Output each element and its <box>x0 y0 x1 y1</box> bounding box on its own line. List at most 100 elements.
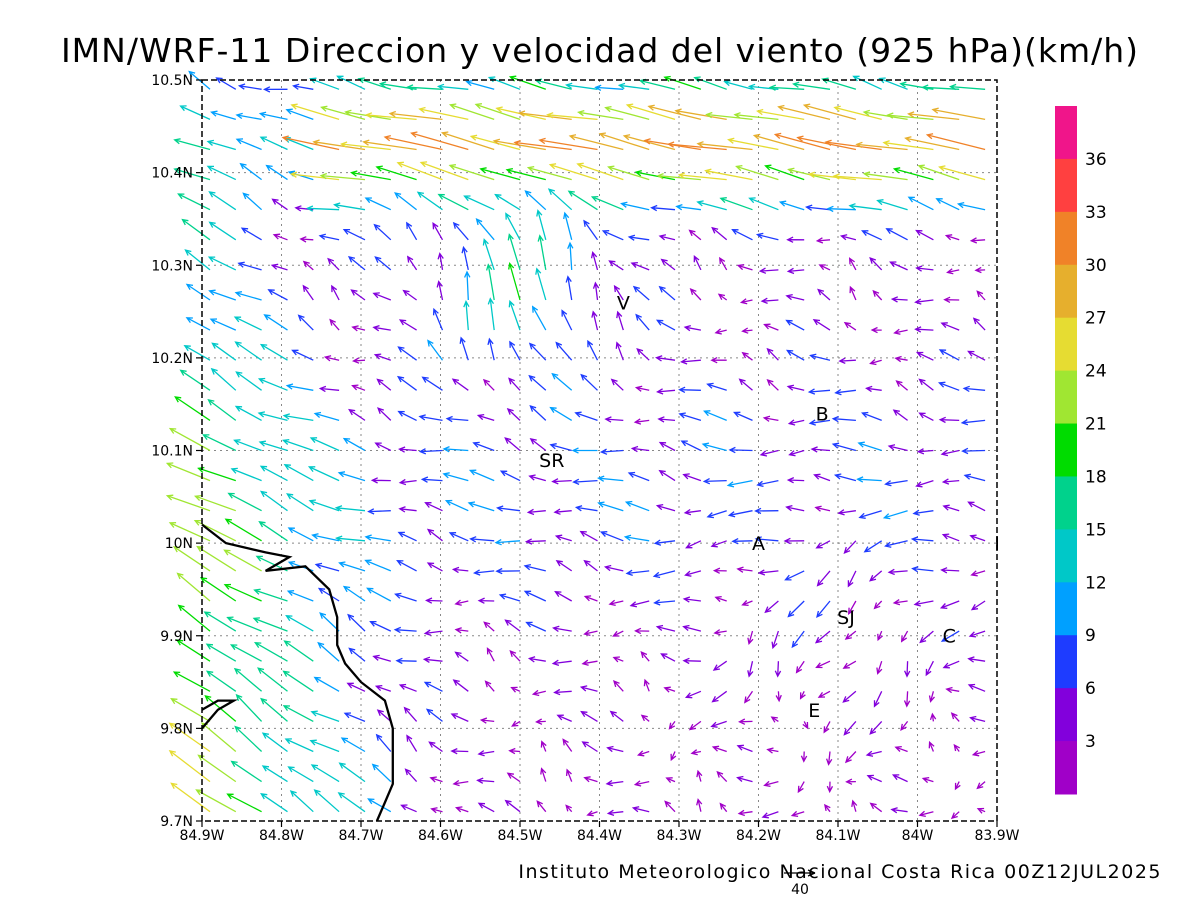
wind-arrow <box>463 195 495 211</box>
wind-arrow <box>185 317 211 331</box>
wind-arrow <box>755 232 779 241</box>
wind-arrow <box>210 367 237 391</box>
wind-arrow <box>608 599 624 607</box>
wind-arrow <box>366 587 392 602</box>
wind-arrow <box>706 382 727 391</box>
wind-arrow <box>364 197 392 211</box>
wind-arrow <box>967 656 986 663</box>
wind-arrow <box>733 411 753 421</box>
wind-arrow <box>633 780 650 787</box>
wind-arrow <box>942 660 960 669</box>
wind-arrow <box>717 293 728 301</box>
colorbar-segment <box>1055 158 1077 213</box>
wind-arrow <box>562 738 573 752</box>
wind-arrow <box>873 691 883 708</box>
wind-arrow <box>235 371 262 391</box>
wind-arrow <box>418 448 443 455</box>
wind-arrow <box>263 86 288 93</box>
wind-arrow <box>235 112 262 121</box>
wind-arrow <box>711 690 728 703</box>
wind-arrow <box>884 540 908 548</box>
wind-arrow <box>712 660 728 671</box>
colorbar-segment <box>1055 317 1077 372</box>
wind-arrow <box>760 297 779 305</box>
wind-arrow <box>712 567 727 574</box>
wind-arrow <box>536 800 547 813</box>
wind-arrow <box>430 807 443 814</box>
wind-arrow <box>928 691 935 703</box>
wind-arrow <box>311 533 340 542</box>
wind-arrow <box>863 540 883 553</box>
x-tick-label: 84.6W <box>418 828 463 844</box>
wind-arrow <box>343 712 366 723</box>
wind-arrow <box>632 285 650 301</box>
wind-arrow <box>479 717 495 724</box>
map-plot-area: V B SR A I SJ C E <box>165 70 1000 822</box>
wind-arrow <box>590 195 624 211</box>
wind-arrow <box>716 770 728 783</box>
wind-arrow <box>406 255 418 271</box>
wind-arrow <box>590 250 599 271</box>
place-label: I <box>994 533 1000 555</box>
wind-arrow <box>667 141 727 151</box>
wind-arrow <box>869 802 883 813</box>
wind-arrow <box>971 750 986 757</box>
wind-arrow <box>587 339 599 361</box>
wind-arrow <box>342 228 366 241</box>
wind-arrow <box>509 650 521 662</box>
wind-arrow <box>168 749 211 783</box>
wind-arrow <box>580 373 598 391</box>
wind-arrow <box>710 357 727 364</box>
wind-arrow <box>285 108 314 121</box>
wind-arrow <box>696 200 727 211</box>
wind-arrow <box>420 476 443 483</box>
wind-arrow <box>432 307 444 331</box>
wind-arrow <box>377 407 392 421</box>
wind-arrow <box>314 562 340 572</box>
wind-arrow <box>731 538 753 545</box>
wind-arrow <box>292 83 314 90</box>
wind-arrow <box>406 84 443 91</box>
wind-arrow <box>418 106 469 121</box>
wind-arrow <box>658 469 676 482</box>
wind-arrow <box>523 590 547 602</box>
wind-arrow <box>914 326 934 333</box>
wind-arrow <box>546 112 598 121</box>
wind-arrow <box>788 449 805 457</box>
wind-arrow <box>625 103 676 121</box>
wind-arrow <box>517 110 572 121</box>
wind-arrow <box>928 740 935 752</box>
wind-arrow <box>536 209 547 240</box>
wind-arrow <box>912 509 934 516</box>
wind-arrow <box>604 105 650 121</box>
wind-arrow <box>555 341 573 361</box>
wind-arrow <box>429 776 443 783</box>
wind-arrow <box>613 284 624 301</box>
wind-arrow <box>252 617 288 632</box>
wind-arrow <box>259 343 288 361</box>
wind-arrow <box>165 494 211 512</box>
wind-arrow <box>483 621 495 632</box>
wind-arrow <box>786 349 805 361</box>
wind-arrow <box>907 111 960 121</box>
wind-arrow <box>766 747 779 754</box>
wind-arrow <box>943 296 960 303</box>
wind-arrow <box>309 739 340 753</box>
wind-arrow <box>419 161 469 181</box>
wind-arrow <box>866 774 882 783</box>
wind-arrow <box>282 705 314 722</box>
wind-arrow <box>738 718 753 725</box>
wind-arrow <box>918 810 934 818</box>
wind-arrow <box>396 375 417 391</box>
wind-arrow <box>350 289 366 301</box>
wind-arrow <box>869 256 883 271</box>
wind-arrow <box>172 546 211 572</box>
wind-arrow <box>877 630 884 642</box>
wind-arrow <box>650 204 676 212</box>
wind-arrow <box>432 222 444 241</box>
wind-arrow <box>660 653 676 662</box>
wind-arrow <box>647 104 702 121</box>
wind-arrow <box>599 448 624 455</box>
wind-arrow <box>168 427 211 452</box>
wind-arrow <box>727 137 779 151</box>
